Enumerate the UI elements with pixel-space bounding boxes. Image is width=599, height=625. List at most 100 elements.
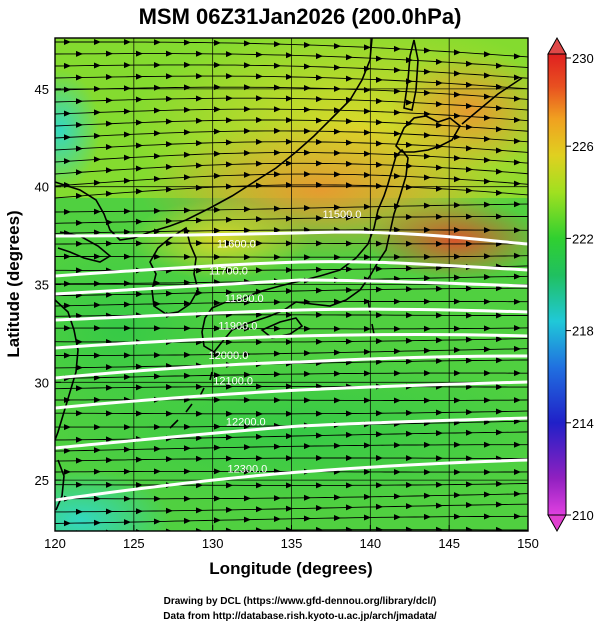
wind-arrowhead (64, 468, 71, 475)
wind-arrowhead (214, 351, 221, 358)
wind-arrowhead (406, 358, 413, 365)
wind-arrowhead (286, 311, 293, 318)
wind-arrowhead (376, 55, 383, 62)
wind-arrowhead (76, 267, 83, 274)
wind-arrowhead (106, 219, 113, 226)
wind-arrowhead (334, 298, 341, 305)
wind-arrowhead (136, 218, 143, 225)
wind-arrowhead (286, 482, 293, 489)
wind-arrowhead (154, 495, 161, 502)
wind-arrowhead (454, 469, 461, 476)
x-tick-label: 135 (281, 536, 303, 551)
wind-arrowhead (274, 495, 281, 502)
wind-arrowhead (106, 508, 113, 515)
wind-arrowhead (454, 370, 461, 377)
wind-arrowhead (286, 266, 293, 273)
contour-label: 12100.0 (213, 375, 253, 387)
wind-arrowhead (124, 373, 131, 380)
wind-arrowhead (364, 65, 371, 72)
wind-arrowhead (496, 189, 503, 196)
wind-arrowhead (256, 410, 263, 417)
wind-arrowhead (364, 493, 371, 500)
wind-arrowhead (424, 202, 431, 209)
wind-arrowhead (256, 138, 263, 145)
wind-arrowhead (94, 302, 101, 309)
wind-arrowhead (376, 358, 383, 365)
wind-arrowhead (394, 203, 401, 210)
wind-arrowhead (484, 441, 491, 448)
contour-label: 11500.0 (322, 209, 361, 221)
colorbar-tick-label: 210 (572, 508, 594, 523)
wind-arrowhead (154, 352, 161, 359)
wind-arrowhead (94, 85, 101, 92)
wind-arrowhead (424, 153, 431, 160)
wind-arrowhead (214, 106, 221, 113)
wind-arrowhead (346, 431, 353, 438)
wind-arrowhead (214, 517, 221, 524)
wind-arrowhead (394, 325, 401, 332)
wind-arrowhead (64, 352, 71, 359)
wind-arrowhead (196, 162, 203, 169)
wind-arrowhead (394, 397, 401, 404)
wind-arrowhead (514, 370, 521, 377)
wind-arrowhead (484, 93, 491, 100)
wind-arrowhead (364, 129, 371, 136)
wind-arrowhead (454, 397, 461, 404)
x-tick-label: 150 (517, 536, 539, 551)
wind-arrowhead (166, 141, 173, 148)
wind-arrowhead (286, 215, 293, 222)
wind-arrowhead (316, 181, 323, 188)
plot-area: 11500.0 11600.0 11700.0 11800.0 11900.0 12000… (55, 38, 528, 531)
wind-arrowhead (334, 204, 341, 211)
wind-arrowhead (76, 338, 83, 345)
wind-arrowhead (514, 513, 521, 520)
wind-arrowhead (376, 265, 383, 272)
wind-arrowhead (364, 514, 371, 521)
wind-arrowhead (334, 442, 341, 449)
wind-arrowhead (226, 383, 233, 390)
wind-arrowhead (154, 468, 161, 475)
wind-arrowhead (76, 436, 83, 443)
wind-arrowhead (376, 338, 383, 345)
wind-arrowhead (376, 312, 383, 319)
wind-arrowhead (244, 351, 251, 358)
wind-arrowhead (346, 214, 353, 221)
wind-arrowhead (454, 49, 461, 56)
wind-arrowhead (214, 39, 221, 46)
colorbar-min-triangle (547, 514, 567, 533)
wind-arrowhead (256, 117, 263, 124)
wind-arrowhead (334, 325, 341, 332)
wind-arrowhead (466, 383, 473, 390)
wind-arrowhead (424, 68, 431, 75)
wind-arrowhead (484, 201, 491, 208)
wind-arrowhead (76, 98, 83, 105)
wind-arrowhead (394, 254, 401, 261)
y-axis: 25 30 35 40 45 (35, 82, 61, 488)
wind-arrowhead (184, 151, 191, 158)
wind-arrowhead (376, 240, 383, 247)
wind-arrowhead (196, 140, 203, 147)
wind-arrowhead (244, 227, 251, 234)
wind-arrowhead (196, 240, 203, 247)
wind-arrowhead (334, 149, 341, 156)
wind-arrowhead (166, 186, 173, 193)
wind-arrowhead (184, 174, 191, 181)
wind-arrowhead (406, 286, 413, 293)
wind-arrowhead (424, 441, 431, 448)
wind-arrowhead (436, 337, 443, 344)
wind-arrowhead (214, 253, 221, 260)
wind-arrowhead (496, 83, 503, 90)
wind-arrowhead (394, 67, 401, 74)
wind-arrowhead (334, 43, 341, 50)
wind-arrowhead (256, 311, 263, 318)
wind-arrowhead (106, 97, 113, 104)
wind-arrowhead (136, 142, 143, 149)
y-tick-label: 30 (35, 375, 49, 390)
wind-arrowhead (394, 493, 401, 500)
wind-arrowhead (124, 39, 131, 46)
wind-arrowhead (424, 226, 431, 233)
wind-arrowhead (304, 171, 311, 178)
wind-arrowhead (406, 455, 413, 462)
wind-arrowhead (406, 57, 413, 64)
chart-title: MSM 06Z31Jan2026 (200.0hPa) (139, 4, 462, 29)
